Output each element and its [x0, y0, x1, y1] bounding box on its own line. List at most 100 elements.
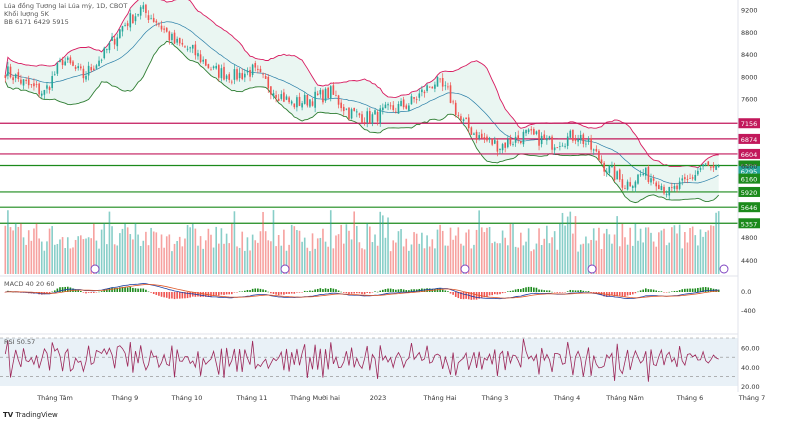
candle-body: [191, 44, 194, 49]
chart-title: Lúa đồng Tương lai Lúa mỳ, 1D, CBOT: [4, 2, 128, 10]
volume-bar: [488, 227, 491, 274]
macd-histogram-bar: [520, 289, 522, 292]
volume-bar: [155, 232, 158, 274]
candle-body: [655, 182, 658, 187]
volume-bar: [410, 244, 413, 274]
macd-histogram-bar: [238, 291, 241, 292]
macd-histogram-bar: [160, 292, 163, 297]
candle-body: [267, 76, 270, 89]
volume-bar: [582, 243, 585, 274]
volume-bar: [514, 246, 517, 274]
volume-bar: [611, 243, 613, 274]
volume-bar: [613, 234, 616, 274]
volume-bar: [64, 248, 66, 274]
volume-bar: [38, 238, 40, 274]
candle-body: [361, 114, 363, 123]
volume-bar: [665, 245, 668, 274]
candle-body: [163, 28, 165, 30]
candle-body: [457, 115, 460, 116]
volume-bar: [405, 238, 408, 274]
volume-bar: [473, 244, 475, 274]
candle-body: [467, 117, 470, 129]
volume-bar: [595, 240, 598, 274]
macd-histogram-bar: [413, 289, 415, 292]
candle-body: [673, 186, 676, 189]
macd-histogram-bar: [361, 292, 363, 294]
candle-body: [616, 171, 618, 180]
volume-bar: [618, 246, 621, 274]
macd-histogram-bar: [486, 292, 488, 297]
volume-bar: [574, 216, 577, 274]
volume-bar: [546, 225, 548, 274]
macd-histogram-bar: [121, 286, 124, 292]
candle-body: [441, 78, 444, 87]
candle-body: [444, 85, 447, 87]
volume-bar: [228, 243, 231, 274]
candle-body: [569, 130, 572, 138]
volume-bar: [283, 229, 285, 274]
candle-body: [311, 101, 314, 106]
candle-body: [449, 85, 452, 103]
macd-histogram-bar: [262, 289, 264, 292]
macd-histogram-bar: [613, 292, 616, 297]
volume-bar: [369, 226, 371, 274]
candle-body: [559, 146, 561, 147]
volume-bar: [262, 211, 264, 274]
tradingview-logo: TV TradingView: [3, 411, 58, 419]
rsi-line: [4, 338, 719, 382]
candle-body: [395, 111, 397, 113]
candle-body: [608, 165, 611, 173]
candle-body: [85, 75, 87, 80]
macd-histogram-bar: [77, 290, 80, 292]
volume-bar: [231, 223, 233, 274]
volume-bar: [171, 251, 173, 274]
macd-histogram-bar: [53, 290, 56, 292]
candle-body: [691, 177, 694, 179]
volume-bar: [428, 246, 431, 274]
bollinger-mid-line: [4, 21, 719, 184]
volume-bar: [608, 234, 611, 274]
candle-body: [77, 66, 80, 69]
volume-bar: [98, 248, 100, 274]
rsi-tick-label: 40.00: [741, 364, 760, 372]
candle-body: [387, 104, 389, 106]
volume-bar: [301, 241, 303, 274]
macd-histogram-bar: [499, 292, 501, 295]
volume-bar: [527, 228, 530, 274]
volume-bar: [106, 244, 108, 274]
macd-histogram-bar: [275, 292, 277, 295]
candle-body: [613, 166, 616, 181]
candle-body: [66, 57, 69, 60]
candle-body: [165, 27, 168, 32]
candle-body: [27, 79, 30, 86]
volume-bar: [660, 230, 663, 274]
volume-bar: [395, 242, 397, 274]
candle-body: [465, 117, 467, 120]
volume-bar: [236, 246, 238, 274]
candle-body: [540, 135, 543, 145]
volume-bar: [444, 245, 447, 274]
macd-histogram-bar: [512, 290, 514, 292]
macd-histogram-bar: [46, 292, 48, 294]
volume-bar: [415, 233, 418, 274]
volume-bar: [454, 235, 457, 274]
volume-bar: [163, 247, 165, 274]
volume-bar: [616, 216, 618, 274]
volume-bar: [176, 241, 178, 274]
macd-histogram-bar: [634, 292, 637, 294]
volume-bar: [350, 239, 353, 274]
candle-body: [436, 77, 439, 87]
candle-body: [556, 147, 559, 149]
price-tick-label: 8800: [741, 29, 758, 37]
macd-histogram-bar: [87, 292, 90, 293]
macd-histogram-bar: [111, 287, 113, 292]
volume-bar: [129, 234, 132, 274]
volume-bar: [483, 232, 486, 274]
candle-body: [290, 101, 293, 104]
macd-histogram-bar: [270, 292, 272, 294]
macd-histogram-bar: [658, 291, 660, 292]
volume-bar: [691, 226, 694, 274]
volume-bar: [577, 251, 579, 274]
volume-bar: [374, 234, 376, 274]
